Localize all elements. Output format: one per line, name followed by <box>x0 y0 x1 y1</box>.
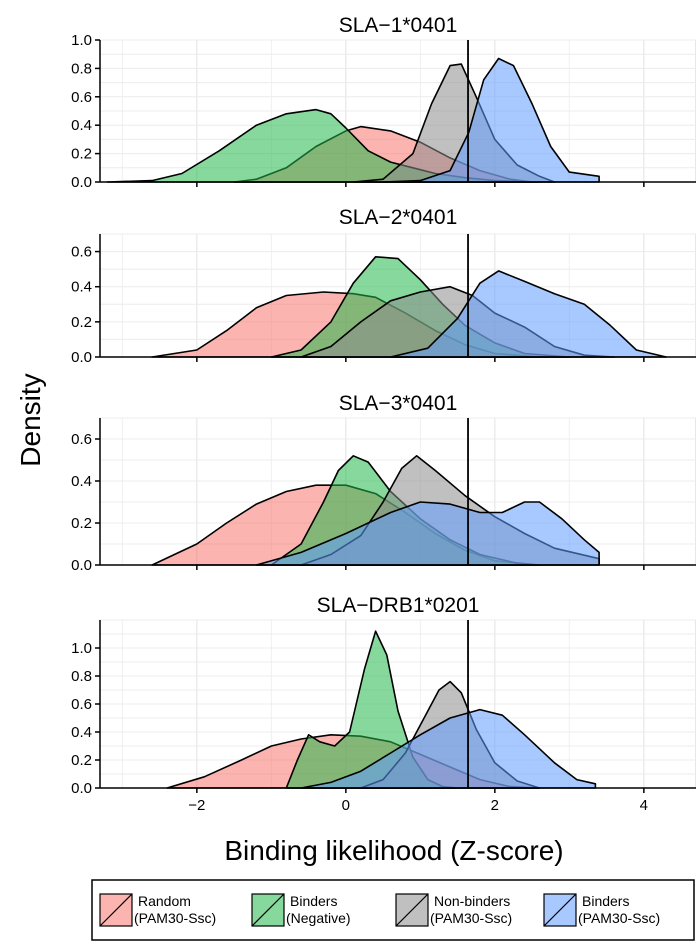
y-tick-label: 0.4 <box>71 117 92 134</box>
y-tick-label: 0.0 <box>71 557 92 574</box>
legend-swatch-diagonal <box>99 893 133 927</box>
legend-swatch-diagonal <box>251 893 285 927</box>
density-area-binders_pam <box>300 708 597 789</box>
facet-panel: SLA−3*0401 0.0 0.2 0.4 0.6 <box>71 392 696 574</box>
x-tick-label: 2 <box>491 797 499 814</box>
x-tick-label: −2 <box>188 797 205 814</box>
legend-item: Binders(Negative) <box>251 893 351 927</box>
y-tick-label: 0.2 <box>71 146 92 163</box>
y-tick-label: 0.8 <box>71 60 92 77</box>
y-tick-label: 0.6 <box>71 89 92 106</box>
facet-panels: SLA−1*0401 0.0 0.2 0.4 0.6 0.8 1.0 SLA−2*0401 0.… <box>71 14 696 814</box>
y-tick-label: 1.0 <box>71 32 92 49</box>
facet-panel: SLA−2*0401 0.0 0.2 0.4 0.6 <box>71 206 696 366</box>
legend: Random(PAM30-Ssc)Binders(Negative)Non-bi… <box>91 879 695 941</box>
facet-title: SLA−2*0401 <box>339 206 458 229</box>
y-tick-label: 0.2 <box>71 752 92 769</box>
legend-item: Random(PAM30-Ssc) <box>99 893 216 927</box>
y-tick-label: 0.4 <box>71 279 92 296</box>
y-tick-label: 0.6 <box>71 244 92 261</box>
legend-item: Non-binders(PAM30-Ssc) <box>395 893 512 927</box>
legend-label: Non-binders <box>434 893 510 909</box>
legend-swatch-diagonal <box>543 893 577 927</box>
legend-label: (PAM30-Ssc) <box>134 910 216 926</box>
legend-label: (PAM30-Ssc) <box>578 910 660 926</box>
density-area-binders_pam <box>382 57 600 183</box>
y-tick-label: 1.0 <box>71 640 92 657</box>
facet-panel: SLA−1*0401 0.0 0.2 0.4 0.6 0.8 1.0 <box>71 14 696 191</box>
legend-label: (Negative) <box>286 910 351 926</box>
legend-label: (PAM30-Ssc) <box>430 910 512 926</box>
y-tick-label: 0.2 <box>71 515 92 532</box>
legend-swatch-diagonal <box>395 893 429 927</box>
y-tick-label: 0.6 <box>71 431 92 448</box>
y-tick-label: 0.0 <box>71 174 92 191</box>
y-tick-label: 0.0 <box>71 780 92 797</box>
legend-label: Binders <box>582 893 629 909</box>
legend-label: Random <box>138 893 191 909</box>
density-area-binders_pam <box>389 270 667 358</box>
x-axis-title: Binding likelihood (Z-score) <box>224 835 563 866</box>
y-tick-label: 0.0 <box>71 349 92 366</box>
y-tick-label: 0.8 <box>71 668 92 685</box>
legend-box <box>91 879 695 941</box>
y-axis-title: Density <box>15 373 46 466</box>
legend-label: Binders <box>290 893 337 909</box>
y-tick-label: 0.4 <box>71 724 92 741</box>
density-area-binders_pam <box>255 501 600 566</box>
legend-item: Binders(PAM30-Ssc) <box>543 893 660 927</box>
facet-title: SLA−1*0401 <box>339 14 458 37</box>
facet-panel: SLA−DRB1*0201 0.0 0.2 0.4 0.6 0.8 1.0 −2 0 2 4 <box>71 594 696 814</box>
facet-title: SLA−3*0401 <box>339 392 458 415</box>
y-tick-label: 0.4 <box>71 473 92 490</box>
x-tick-label: 0 <box>342 797 350 814</box>
y-tick-label: 0.2 <box>71 314 92 331</box>
y-tick-label: 0.6 <box>71 696 92 713</box>
facet-title: SLA−DRB1*0201 <box>317 594 480 617</box>
x-tick-label: 4 <box>640 797 648 814</box>
